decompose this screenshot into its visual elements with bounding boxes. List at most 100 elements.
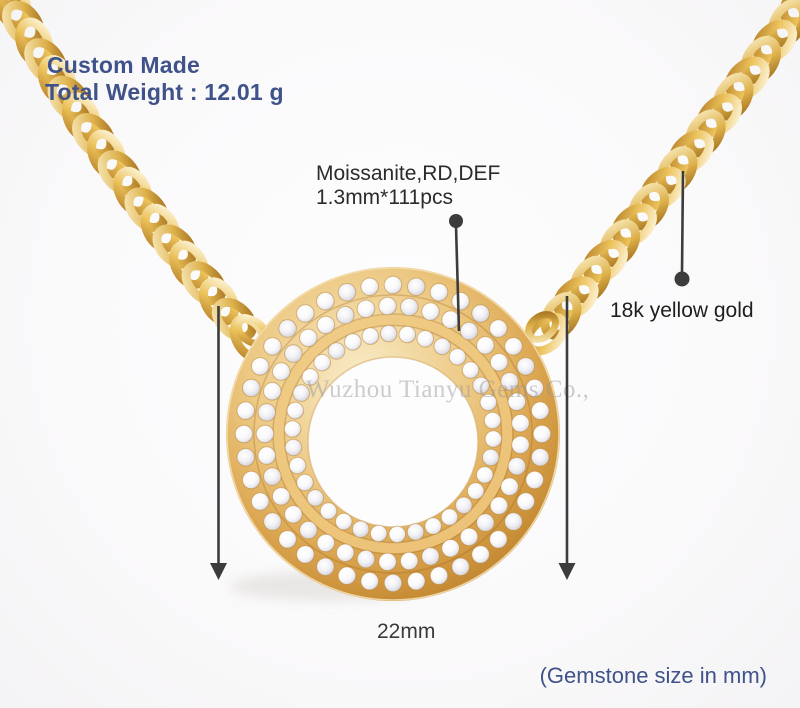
pave-stone <box>516 357 536 376</box>
pave-stone <box>471 304 490 323</box>
pave-stone <box>484 430 503 448</box>
pave-stone <box>360 277 380 297</box>
chain-link <box>61 92 101 142</box>
pave-stone <box>278 319 297 338</box>
pave-stone <box>489 530 508 549</box>
pave-stone <box>263 467 282 486</box>
pave-stone <box>406 523 425 541</box>
pave-stone <box>255 424 275 444</box>
pave-stone <box>257 403 277 422</box>
pave-stone <box>511 435 530 455</box>
custom-made-label: Custom Made <box>47 52 200 78</box>
pendant-outer-rim <box>226 267 560 601</box>
pave-stone <box>440 508 459 526</box>
pave-stone <box>511 413 530 433</box>
pave-stone <box>284 505 303 524</box>
pave-stone <box>379 324 398 343</box>
stone-callout-dot <box>449 214 463 228</box>
pave-stone <box>263 337 282 356</box>
pave-stone <box>301 368 320 386</box>
pave-stone <box>271 487 291 506</box>
pave-stone <box>319 502 338 520</box>
pave-stone <box>257 446 277 465</box>
pave-stone <box>236 448 256 467</box>
stone-spec-line1: Moissanite,RD,DEF <box>316 162 501 185</box>
chain-link <box>611 203 657 247</box>
pave-stone <box>407 277 426 297</box>
pave-stone <box>351 520 370 539</box>
pave-stone <box>451 291 470 311</box>
pave-stone <box>383 573 403 593</box>
pave-stone <box>388 525 407 544</box>
pave-stone <box>360 571 380 591</box>
pave-stone <box>284 438 303 457</box>
chain-link <box>668 130 714 174</box>
footnote: (Gemstone size in mm) Dimensions for Ref… <box>461 608 767 708</box>
pave-stone <box>500 372 519 391</box>
pave-stone <box>292 384 311 402</box>
pave-stone <box>476 466 494 484</box>
chain-link <box>181 261 227 306</box>
pave-stone <box>481 448 500 467</box>
pave-stone <box>525 470 545 490</box>
pave-stone <box>234 424 254 444</box>
chain-link <box>685 109 726 158</box>
pendant-gold-band <box>273 314 513 554</box>
pave-stone <box>489 496 509 516</box>
chain-link <box>211 297 257 342</box>
pave-stone <box>236 401 256 421</box>
pave-stone <box>429 283 449 302</box>
pave-stone <box>284 344 303 363</box>
pave-stone <box>504 337 523 356</box>
pave-stone <box>378 296 397 316</box>
pendant <box>226 267 560 601</box>
pave-stone <box>504 512 523 531</box>
pave-stone <box>250 492 270 511</box>
pave-stone <box>455 496 473 515</box>
chain-link <box>570 255 611 304</box>
pendant-groove-rows <box>253 294 533 574</box>
metal-callout-dot <box>674 271 690 287</box>
pave-stone <box>283 420 302 438</box>
chain-link <box>696 93 742 137</box>
pave-stone <box>479 393 498 412</box>
pave-stone <box>337 283 357 302</box>
pave-stone <box>296 545 315 564</box>
pave-stone <box>471 545 490 564</box>
chain-link <box>656 146 698 194</box>
stone-spec-line2: 1.3mm*111pcs <box>316 186 453 209</box>
pave-stone <box>296 304 315 323</box>
pave-stone <box>472 376 490 395</box>
pave-stone <box>532 424 552 444</box>
pave-stone <box>489 353 509 372</box>
pave-stone <box>242 470 261 490</box>
pave-stone <box>272 362 291 381</box>
pave-stone <box>516 492 536 511</box>
pave-stone <box>335 512 353 531</box>
pave-stone <box>525 378 545 398</box>
pave-stone <box>459 321 479 341</box>
pave-stone <box>399 551 419 571</box>
chain-link <box>640 166 686 211</box>
chain-link <box>582 239 628 283</box>
pave-stone <box>489 319 508 338</box>
chain-link <box>713 72 754 121</box>
pave-stones <box>234 275 552 593</box>
pave-stone <box>296 473 314 492</box>
pave-stone <box>361 327 380 345</box>
pave-stone <box>421 547 440 566</box>
chain-link <box>752 19 797 64</box>
stone-callout-line <box>454 225 461 332</box>
pave-stone <box>356 299 376 319</box>
pave-stone <box>530 448 550 467</box>
pave-stone <box>441 539 460 558</box>
pave-stone <box>337 566 357 586</box>
pave-stone <box>433 337 452 356</box>
pave-stone <box>466 482 485 500</box>
pave-stone <box>429 566 449 586</box>
pave-stone <box>398 325 417 344</box>
chain-link <box>87 129 126 179</box>
pave-stone <box>336 543 355 563</box>
pave-stone <box>327 342 346 360</box>
